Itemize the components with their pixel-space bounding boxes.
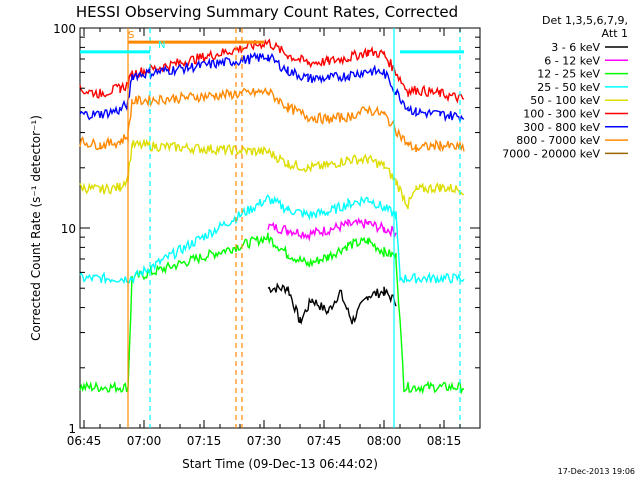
series-line-5: [79, 38, 465, 104]
series-line-7: [79, 86, 465, 153]
legend-label-0: 3 - 6 keV: [551, 41, 600, 54]
x-tick-label-3: 07:30: [247, 434, 282, 448]
chart-title: HESSI Observing Summary Count Rates, Cor…: [76, 3, 458, 21]
x-tick-label-2: 07:15: [187, 434, 222, 448]
x-tick-label-5: 08:00: [367, 434, 402, 448]
legend-label-5: 100 - 300 keV: [523, 108, 600, 121]
x-axis: 06:45 07:00 07:15 07:30 07:45 08:00 08:15: [67, 28, 481, 448]
legend-label-3: 25 - 50 keV: [537, 81, 600, 94]
x-tick-label-4: 07:45: [307, 434, 342, 448]
legend-label-2: 12 - 25 keV: [537, 68, 600, 81]
plot-frame: [79, 27, 481, 429]
legend-label-4: 50 - 100 keV: [530, 94, 600, 107]
y-tick-label-1: 10: [61, 222, 76, 236]
marker-layer: SN: [80, 28, 464, 428]
y-axis: 1 10 100: [53, 22, 480, 436]
legend-header-line-1: Det 1,3,5,6,7,9,: [542, 14, 628, 27]
y-tick-label-0: 1: [68, 422, 76, 436]
x-tick-label-6: 08:15: [427, 434, 462, 448]
x-tick-label-0: 06:45: [67, 434, 102, 448]
series-line-4: [79, 138, 465, 210]
series-line-3: [79, 193, 465, 285]
series-line-1: [267, 217, 397, 242]
y-axis-label: Corrected Count Rate (s⁻¹ detector⁻¹): [29, 115, 43, 341]
legend-label-7: 800 - 7000 keV: [516, 134, 600, 147]
legend-label-1: 6 - 12 keV: [544, 54, 600, 67]
y-tick-label-2: 100: [53, 22, 76, 36]
series-line-0: [267, 282, 397, 325]
annotation-label-0: S: [128, 30, 134, 41]
x-axis-label: Start Time (09-Dec-13 06:44:02): [182, 457, 378, 471]
series-line-6: [79, 51, 465, 124]
annotation-label-1: N: [158, 40, 165, 51]
x-tick-label-1: 07:00: [127, 434, 162, 448]
series-layer: [79, 38, 465, 395]
footer-timestamp: 17-Dec-2013 19:06: [558, 467, 635, 476]
legend-label-8: 7000 - 20000 keV: [502, 147, 600, 160]
series-line-2: [79, 232, 464, 395]
legend-label-6: 300 - 800 keV: [523, 121, 600, 134]
legend-header-line-2: Att 1: [602, 27, 628, 40]
